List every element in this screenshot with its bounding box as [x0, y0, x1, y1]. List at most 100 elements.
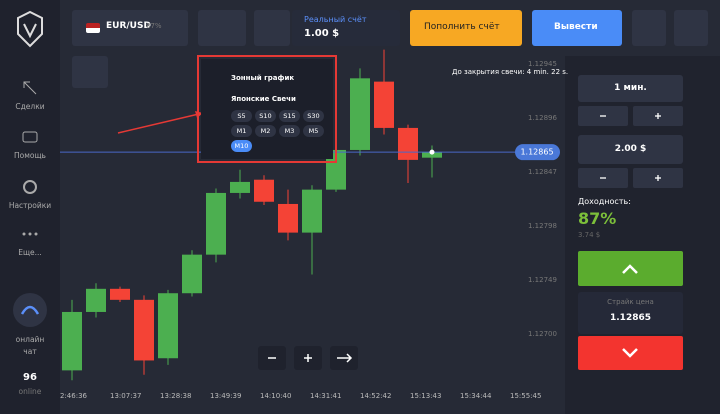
- tool-button[interactable]: [72, 56, 108, 88]
- asset-payout: 87%: [146, 22, 162, 30]
- step-button[interactable]: [633, 106, 683, 126]
- timeframe[interactable]: M10: [231, 140, 252, 152]
- timeframe[interactable]: S10: [255, 110, 276, 122]
- step-button[interactable]: [578, 168, 628, 188]
- payout-label: Доходность:: [578, 197, 631, 206]
- menu-item[interactable]: Зонный график: [231, 74, 295, 82]
- time-label: 15:13:43: [410, 392, 441, 400]
- price-tag: [515, 144, 560, 161]
- price-tick-label: 1.12749: [528, 276, 557, 284]
- timeframe[interactable]: M1: [231, 125, 252, 137]
- account-type: Реальный счёт: [304, 15, 367, 24]
- online-count: 96: [23, 372, 37, 383]
- exit-button[interactable]: [674, 10, 708, 46]
- logo: [17, 10, 43, 48]
- strike-label: Страйк цена: [607, 298, 654, 306]
- candle-body: [422, 152, 442, 158]
- annotation-arrow: [117, 112, 204, 134]
- price-tick-label: 1.12945: [528, 60, 557, 68]
- deposit-button[interactable]: Пополнить счёт: [410, 10, 522, 46]
- icon: [23, 81, 37, 95]
- strike: 1.12865: [610, 313, 651, 323]
- balance: 1.00 $: [304, 28, 340, 39]
- time: 1 мин.: [614, 83, 647, 93]
- candle-body: [254, 179, 274, 202]
- timeframe[interactable]: M5: [303, 125, 324, 137]
- countdown: До закрытия свечи: 4 min. 22 s.: [452, 68, 569, 76]
- time-label: 15:55:45: [510, 392, 541, 400]
- up-button[interactable]: [578, 251, 683, 286]
- current-price: 1.12865: [520, 148, 553, 157]
- menu-item[interactable]: Японские Свечи: [231, 95, 296, 103]
- down-button[interactable]: [578, 336, 683, 370]
- icon: [22, 131, 38, 143]
- draw-button[interactable]: [254, 10, 290, 46]
- icon: [28, 232, 32, 236]
- amount: 2.00 $: [614, 144, 647, 154]
- timeframe[interactable]: M2: [255, 125, 276, 137]
- icon: [34, 232, 38, 236]
- price-tick-label: 1.12847: [528, 168, 557, 176]
- price-dot: [429, 149, 435, 155]
- highlight: Зонный график Японские Свечи S5 S10 S15 S30…: [197, 55, 337, 163]
- timeframe[interactable]: M3: [279, 125, 300, 137]
- time-label: 13:49:39: [210, 392, 241, 400]
- time-label: 14:52:42: [360, 392, 391, 400]
- time-input[interactable]: 1 мин.: [578, 75, 683, 102]
- online-label: online: [18, 387, 42, 396]
- icon: [622, 264, 638, 274]
- withdraw: Вывести: [554, 22, 598, 32]
- candle-body: [302, 189, 322, 233]
- candle-body: [278, 203, 298, 233]
- time-label: 14:10:40: [260, 392, 291, 400]
- candle-body: [350, 78, 370, 150]
- candle-body: [134, 299, 154, 361]
- icon: [622, 348, 638, 358]
- candle-body: [326, 149, 346, 190]
- candle-body: [398, 127, 418, 160]
- chart-menu: Зонный график Японские Свечи S5 S10 S15 S30…: [201, 59, 333, 159]
- candle-body: [182, 254, 202, 294]
- icon: [337, 353, 353, 363]
- timeframe[interactable]: S30: [303, 110, 324, 122]
- asset: EUR/USD: [106, 21, 151, 31]
- profile-button[interactable]: [632, 10, 666, 46]
- chat-button[interactable]: [13, 293, 47, 327]
- payout: 87%: [578, 209, 617, 228]
- asset-select[interactable]: EUR/USD 87%: [72, 10, 188, 46]
- candle-body: [206, 192, 226, 255]
- icon: [600, 177, 606, 179]
- icon: [655, 175, 661, 181]
- candle-body: [86, 288, 106, 312]
- icon: [22, 232, 26, 236]
- chart-type-button[interactable]: [198, 10, 246, 46]
- nav-item[interactable]: Помощь: [14, 151, 46, 160]
- nav-item[interactable]: Сделки: [15, 102, 45, 111]
- profit: 3.74 $: [578, 231, 601, 239]
- nav-item[interactable]: Настройки: [8, 201, 52, 210]
- timeframe[interactable]: S5: [231, 110, 252, 122]
- time-label: 14:31:41: [310, 392, 341, 400]
- candle-body: [158, 293, 178, 359]
- strike-box: Страйк цена 1.12865: [578, 292, 683, 334]
- logo: [23, 23, 37, 39]
- icon: [20, 305, 40, 315]
- icon: [655, 113, 661, 119]
- candle-body: [110, 288, 130, 300]
- candle-body: [374, 81, 394, 128]
- nav-item[interactable]: Еще...: [18, 248, 42, 257]
- time-label: 13:07:37: [110, 392, 141, 400]
- deposit: Пополнить счёт: [424, 22, 500, 32]
- timeframe[interactable]: S15: [279, 110, 300, 122]
- chat-label[interactable]: онлайн чат: [15, 335, 45, 356]
- time-label: 2:46:36: [60, 392, 88, 400]
- price-tick-label: 1.12700: [528, 330, 557, 338]
- amount-input[interactable]: 2.00 $: [578, 135, 683, 164]
- withdraw-button[interactable]: Вывести: [532, 10, 622, 46]
- sidebar-bg: [0, 0, 60, 414]
- account[interactable]: Реальный счёт 1.00 $: [292, 10, 400, 46]
- price-tick-label: 1.12798: [528, 222, 557, 230]
- step-button[interactable]: [633, 168, 683, 188]
- step-button[interactable]: [578, 106, 628, 126]
